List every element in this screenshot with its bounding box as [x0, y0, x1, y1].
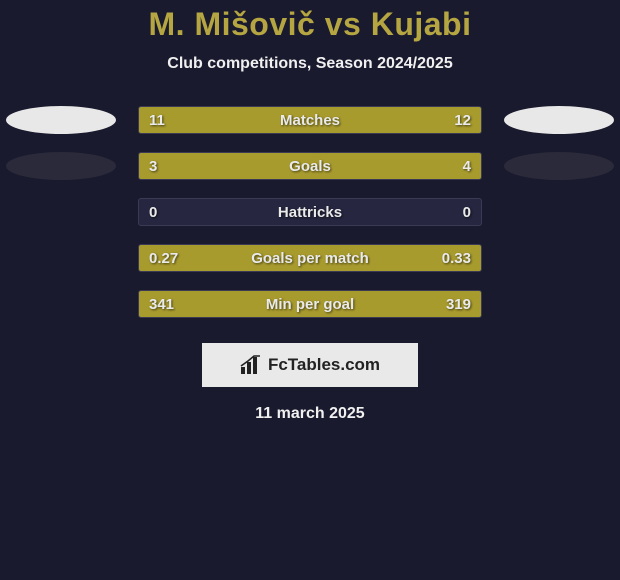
date-label: 11 march 2025 — [0, 405, 620, 423]
stat-bar: 1112Matches — [138, 106, 482, 134]
stat-bar: 0.270.33Goals per match — [138, 244, 482, 272]
player-badge-right — [504, 152, 614, 180]
stat-bar: 00Hattricks — [138, 198, 482, 226]
stat-label: Goals — [139, 153, 481, 180]
chart-icon — [240, 355, 262, 375]
player-badge-right — [504, 106, 614, 134]
stat-row: 00Hattricks — [0, 189, 620, 235]
page-title: M. Mišovič vs Kujabi — [0, 6, 620, 43]
stat-label: Min per goal — [139, 291, 481, 318]
stat-label: Matches — [139, 107, 481, 134]
stat-bar: 341319Min per goal — [138, 290, 482, 318]
stat-row: 341319Min per goal — [0, 281, 620, 327]
stat-label: Hattricks — [139, 199, 481, 226]
stats-list: 1112Matches 34Goals 00Hattricks 0.270.33Goa… — [0, 97, 620, 327]
brand-text: FcTables.com — [268, 355, 380, 375]
stat-row: 0.270.33Goals per match — [0, 235, 620, 281]
comparison-card: M. Mišovič vs Kujabi Club competitions, … — [0, 0, 620, 423]
stat-label: Goals per match — [139, 245, 481, 272]
stat-bar: 34Goals — [138, 152, 482, 180]
brand-badge[interactable]: FcTables.com — [202, 343, 418, 387]
subtitle: Club competitions, Season 2024/2025 — [0, 55, 620, 73]
stat-row: 1112Matches — [0, 97, 620, 143]
player-badge-left — [6, 152, 116, 180]
stat-row: 34Goals — [0, 143, 620, 189]
player-badge-left — [6, 106, 116, 134]
